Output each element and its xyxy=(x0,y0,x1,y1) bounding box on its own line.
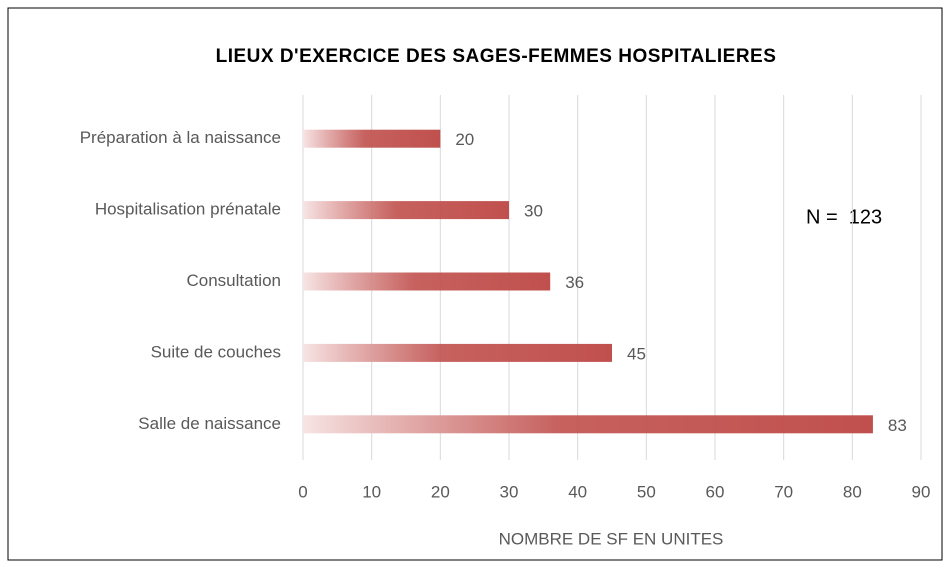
bar xyxy=(303,201,509,220)
data-label: 20 xyxy=(455,130,474,149)
y-tick-label: Consultation xyxy=(186,271,281,290)
x-tick-label: 70 xyxy=(774,482,793,501)
bar xyxy=(303,415,873,434)
x-tick-label: 40 xyxy=(568,482,587,501)
y-tick-label: Suite de couches xyxy=(151,342,281,361)
x-tick-label: 20 xyxy=(431,482,450,501)
x-axis-label: NOMBRE DE SF EN UNITES xyxy=(499,529,724,548)
data-label: 45 xyxy=(627,344,646,363)
x-tick-label: 50 xyxy=(637,482,656,501)
bar xyxy=(303,343,612,362)
x-tick-label: 0 xyxy=(298,482,307,501)
y-tick-label: Salle de naissance xyxy=(138,414,281,433)
data-label: 36 xyxy=(565,273,584,292)
chart-title: LIEUX D'EXERCICE DES SAGES-FEMMES HOSPIT… xyxy=(216,46,777,67)
x-tick-label: 30 xyxy=(500,482,519,501)
y-tick-label: Hospitalisation prénatale xyxy=(95,200,281,219)
data-label: 30 xyxy=(524,202,543,221)
data-label: 83 xyxy=(888,416,907,435)
x-tick-label: 60 xyxy=(706,482,725,501)
x-tick-label: 90 xyxy=(912,482,931,501)
y-tick-label: Préparation à la naissance xyxy=(80,128,281,147)
annotation: N = 123 xyxy=(806,206,882,228)
bar xyxy=(303,129,441,148)
x-tick-label: 80 xyxy=(843,482,862,501)
bar xyxy=(303,272,551,291)
x-tick-label: 10 xyxy=(362,482,381,501)
